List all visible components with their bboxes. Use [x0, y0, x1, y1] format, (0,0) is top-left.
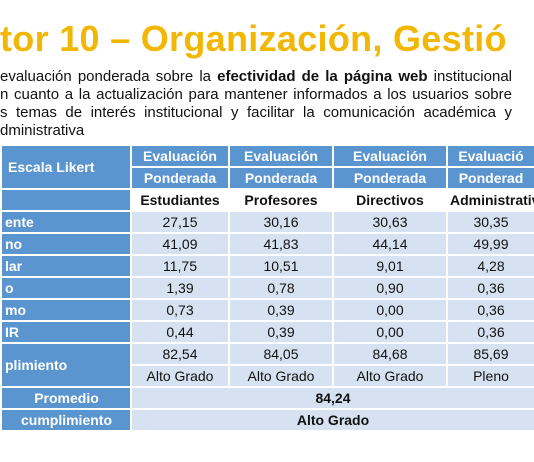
column-header: Evaluación — [130, 144, 230, 168]
data-row: ente 27,15 30,16 30,63 30,35 — [0, 210, 534, 234]
grade-row: Alto Grado Alto Grado Alto Grado Pleno — [1, 364, 534, 388]
data-cell: 85,69 — [446, 342, 534, 366]
row-label: no — [0, 232, 132, 256]
data-cell: 0,36 — [446, 320, 534, 344]
intro-line: n cuanto a la actualización para mantene… — [0, 86, 512, 104]
data-row: o 1,39 0,78 0,90 0,36 — [0, 276, 534, 300]
average-label: Promedio — [0, 386, 132, 410]
data-cell: 41,09 — [130, 232, 230, 256]
data-cell: 9,01 — [332, 254, 448, 278]
data-cell: 0,00 — [332, 298, 448, 322]
intro-segment: dministrativa — [0, 122, 85, 139]
data-cell: 30,63 — [332, 210, 448, 234]
group-row: Estudiantes Profesores Directivos Administr… — [0, 188, 534, 212]
grade-cell: Alto Grado — [332, 364, 448, 388]
column-header: Ponderada — [130, 166, 230, 190]
average-grade-row: cumplimiento Alto Grado — [0, 408, 534, 432]
row-label: IR — [0, 320, 132, 344]
intro-segment: evaluación ponderada sobre la — [0, 68, 218, 85]
row-label: ente — [0, 210, 132, 234]
column-header: Ponderad — [446, 166, 534, 190]
grade-cell: Alto Grado — [130, 364, 230, 388]
column-header: Ponderada — [228, 166, 334, 190]
results-table: Escala Likert Evaluación Evaluación Evaluac… — [0, 144, 534, 432]
data-cell: 0,00 — [332, 320, 448, 344]
row-label: mo — [0, 298, 132, 322]
group-header: Estudiantes — [130, 188, 230, 212]
group-header: Administrativ — [446, 188, 534, 212]
table-wrap: Escala Likert Evaluación Evaluación Evaluac… — [0, 144, 534, 432]
data-cell: 10,51 — [228, 254, 334, 278]
data-row: lar 11,75 10,51 9,01 4,28 — [0, 254, 534, 278]
header-row: Ponderada Ponderada Ponderada Ponderad — [1, 166, 534, 190]
data-cell: 27,15 — [130, 210, 230, 234]
intro-segment: n cuanto a la actualización para mantene… — [0, 86, 512, 103]
data-cell: 1,39 — [130, 276, 230, 300]
data-cell: 30,35 — [446, 210, 534, 234]
column-header: Evaluació — [446, 144, 534, 168]
intro-line: s temas de interés institucional y facil… — [0, 104, 512, 122]
group-header: Directivos — [332, 188, 448, 212]
intro-bold: efectividad de la página web — [217, 68, 428, 85]
data-cell: 82,54 — [130, 342, 230, 366]
row-label: plimiento — [0, 342, 132, 388]
scale-header: Escala Likert — [0, 144, 132, 190]
data-cell: 0,78 — [228, 276, 334, 300]
compliance-row: plimiento 82,54 84,05 84,68 85,69 — [0, 342, 534, 388]
intro-line: evaluación ponderada sobre la efectivida… — [0, 68, 512, 86]
data-cell: 0,90 — [332, 276, 448, 300]
data-cell: 44,14 — [332, 232, 448, 256]
data-row: IR 0,44 0,39 0,00 0,36 — [0, 320, 534, 344]
data-cell: 84,05 — [228, 342, 334, 366]
data-cell: 0,36 — [446, 276, 534, 300]
data-cell: 49,99 — [446, 232, 534, 256]
data-cell: 0,39 — [228, 320, 334, 344]
row-label: lar — [0, 254, 132, 278]
data-row: mo 0,73 0,39 0,00 0,36 — [0, 298, 534, 322]
data-cell: 4,28 — [446, 254, 534, 278]
intro-segment: institucional — [427, 68, 512, 85]
column-header: Ponderada — [332, 166, 448, 190]
intro-text: evaluación ponderada sobre la efectivida… — [0, 68, 512, 140]
group-header: Profesores — [228, 188, 334, 212]
data-row: no 41,09 41,83 44,14 49,99 — [0, 232, 534, 256]
data-cell: 11,75 — [130, 254, 230, 278]
grade-cell: Pleno — [446, 364, 534, 388]
average-label: cumplimiento — [0, 408, 132, 432]
slide-title: tor 10 – Organización, Gestió — [0, 18, 507, 59]
column-header: Evaluación — [228, 144, 334, 168]
average-grade: Alto Grado — [130, 408, 534, 432]
data-cell: 0,39 — [228, 298, 334, 322]
grade-cell: Alto Grado — [228, 364, 334, 388]
data-cell: 84,68 — [332, 342, 448, 366]
column-header: Evaluación — [332, 144, 448, 168]
blank-cell — [0, 188, 132, 212]
data-cell: 0,44 — [130, 320, 230, 344]
intro-segment: s temas de interés institucional y facil… — [0, 104, 512, 121]
row-label: o — [0, 276, 132, 300]
data-cell: 41,83 — [228, 232, 334, 256]
intro-line: dministrativa — [0, 122, 512, 140]
average-row: Promedio 84,24 — [0, 386, 534, 410]
average-value: 84,24 — [130, 386, 534, 410]
data-cell: 30,16 — [228, 210, 334, 234]
header-row: Escala Likert Evaluación Evaluación Evaluac… — [0, 144, 534, 190]
data-cell: 0,73 — [130, 298, 230, 322]
data-cell: 0,36 — [446, 298, 534, 322]
